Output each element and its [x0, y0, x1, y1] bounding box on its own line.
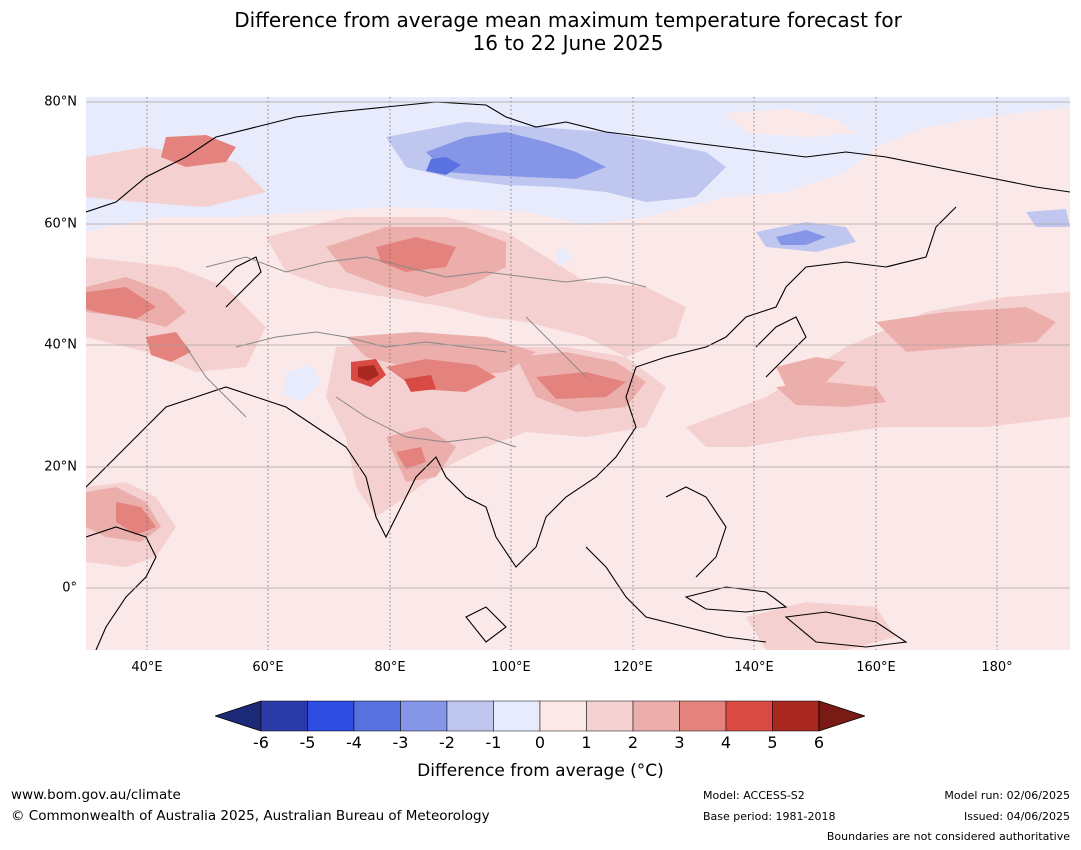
colorbar-tick-label: 5 — [767, 733, 778, 752]
gridlines — [146, 97, 998, 650]
colorbar-tick-label: 1 — [581, 733, 592, 752]
colorbar-tick-label: 2 — [627, 733, 639, 752]
base-period-text: Base period: 1981-2018 — [703, 810, 836, 823]
title-line-2: 16 to 22 June 2025 — [472, 31, 664, 55]
model-run-text: Model run: 02/06/2025 — [944, 789, 1070, 802]
copyright-text: © Commonwealth of Australia 2025, Austra… — [11, 808, 490, 824]
colorbar-tick-label: -1 — [485, 733, 502, 752]
colorbar-tick-label: 6 — [813, 733, 825, 752]
colorbar-tick-label: 0 — [534, 733, 546, 752]
colorbar-label: Difference from average (°C) — [417, 761, 664, 781]
model-text: Model: ACCESS-S2 — [703, 789, 805, 802]
lon-label-120e: 120°E — [613, 660, 653, 675]
colorbar-swatch — [307, 700, 355, 732]
disclaimer-text: Boundaries are not considered authoritat… — [826, 830, 1070, 843]
colorbar-swatch — [725, 700, 773, 732]
lon-label-140e: 140°E — [734, 660, 774, 675]
lon-label-40e: 40°E — [131, 660, 163, 675]
coastlines — [86, 101, 1070, 650]
lon-label-60e: 60°E — [252, 660, 284, 675]
issued-text: Issued: 04/06/2025 — [963, 810, 1070, 823]
country-borders — [185, 256, 647, 448]
colorbar-tick-label: -2 — [439, 733, 455, 752]
lon-label-100e: 100°E — [491, 660, 531, 675]
chart-title: Difference from average mean maximum tem… — [0, 9, 1081, 55]
lon-label-160e: 160°E — [856, 660, 896, 675]
colorbar — [213, 700, 867, 732]
colorbar-swatch — [493, 700, 541, 732]
colorbar-swatch — [446, 700, 494, 732]
colorbar-tick-label: 3 — [674, 733, 685, 752]
colorbar-swatch — [400, 700, 448, 732]
title-line-1: Difference from average mean maximum tem… — [234, 8, 902, 32]
colorbar-swatch — [679, 700, 727, 732]
lon-label-180: 180° — [981, 660, 1013, 675]
lat-label-0: 0° — [62, 580, 77, 596]
lat-label-20n: 20°N — [44, 459, 77, 475]
colorbar-tick-label: -3 — [392, 733, 409, 752]
colorbar-swatch — [353, 700, 401, 732]
colorbar-extend-high — [818, 700, 867, 732]
colorbar-swatch — [632, 700, 680, 732]
website-link[interactable]: www.bom.gov.au/climate — [11, 787, 181, 803]
lat-label-40n: 40°N — [44, 337, 77, 353]
colorbar-swatch — [539, 700, 587, 732]
colorbar-extend-low — [213, 700, 262, 732]
lat-label-80n: 80°N — [44, 94, 77, 110]
colorbar-tick-label: -4 — [346, 733, 362, 752]
colorbar-swatch — [260, 700, 308, 732]
anomaly-map — [86, 97, 1070, 650]
colorbar-swatch — [586, 700, 634, 732]
colorbar-tick-label: 4 — [720, 733, 732, 752]
colorbar-swatch — [772, 700, 820, 732]
colorbar-tick-label: -5 — [299, 733, 316, 752]
lon-label-80e: 80°E — [374, 660, 406, 675]
lat-label-60n: 60°N — [44, 216, 77, 232]
colorbar-tick-label: -6 — [253, 733, 269, 752]
